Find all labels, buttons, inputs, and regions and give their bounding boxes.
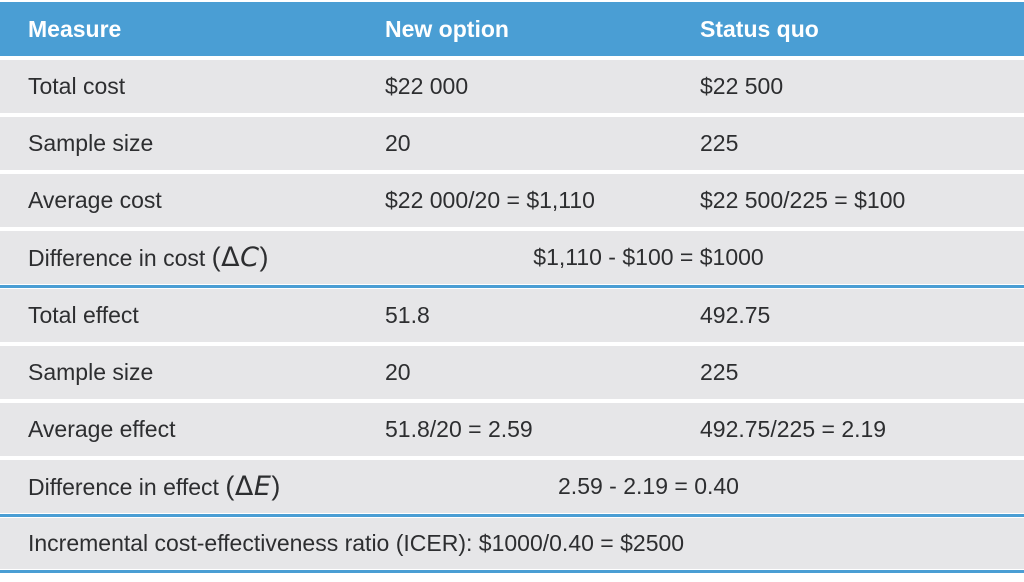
new-option-value: 20 (385, 130, 411, 156)
measure-label: Sample size (28, 130, 154, 156)
difference-in-effect-value: 2.59 - 2.19 = 0.40 (558, 473, 739, 499)
table-row-icer: Incremental cost-effectiveness ratio (IC… (0, 518, 1024, 569)
status-quo-value: 225 (700, 130, 739, 156)
table-row-sample-size-cost: Sample size 20 225 (0, 117, 1024, 170)
table-header-row: Measure New option Status quo (0, 2, 1024, 56)
table-row-difference-in-effect: Difference in effect (ΔE) 2.59 - 2.19 = … (0, 460, 1024, 513)
measure-text: Difference in cost (28, 245, 212, 271)
measure-label: Average effect (28, 416, 176, 442)
measure-label: Difference in effect (ΔE) (0, 471, 385, 502)
delta-icon: Δ (221, 242, 241, 273)
icer-result-text: Incremental cost-effectiveness ratio (IC… (28, 530, 685, 556)
status-quo-value: 492.75/225 = 2.19 (700, 416, 887, 442)
measure-text: Difference in effect (28, 474, 226, 500)
bottom-border-rule (0, 570, 1024, 573)
table-row-total-cost: Total cost $22 000 $22 500 (0, 60, 1024, 113)
new-option-value: 20 (385, 359, 411, 385)
status-quo-value: $22 500/225 = $100 (700, 187, 906, 213)
new-option-value: $22 000/20 = $1,110 (385, 187, 595, 213)
column-header-status-quo: Status quo (700, 15, 819, 42)
measure-label: Sample size (28, 359, 154, 385)
new-option-value: 51.8 (385, 302, 430, 328)
status-quo-value: 225 (700, 359, 739, 385)
delta-icon: Δ (234, 471, 254, 502)
new-option-value: 51.8/20 = 2.59 (385, 416, 533, 442)
measure-label: Total effect (28, 302, 139, 328)
delta-e-symbol: (ΔE) (225, 471, 281, 502)
status-quo-value: 492.75 (700, 302, 771, 328)
section-divider (0, 285, 1024, 288)
section-divider (0, 514, 1024, 517)
measure-label: Difference in cost (ΔC) (0, 242, 385, 273)
measure-label: Average cost (28, 187, 162, 213)
table-row-sample-size-effect: Sample size 20 225 (0, 346, 1024, 399)
table-row-average-cost: Average cost $22 000/20 = $1,110 $22 500… (0, 174, 1024, 227)
status-quo-value: $22 500 (700, 73, 784, 99)
delta-c-symbol: (ΔC) (211, 242, 270, 273)
new-option-value: $22 000 (385, 73, 469, 99)
difference-in-cost-value: $1,110 - $100 = $1000 (533, 244, 764, 270)
measure-label: Total cost (28, 73, 126, 99)
column-header-measure: Measure (28, 15, 122, 42)
table-row-average-effect: Average effect 51.8/20 = 2.59 492.75/225… (0, 403, 1024, 456)
column-header-new-option: New option (385, 15, 509, 42)
table-row-difference-in-cost: Difference in cost (ΔC) $1,110 - $100 = … (0, 231, 1024, 284)
table-row-total-effect: Total effect 51.8 492.75 (0, 289, 1024, 342)
